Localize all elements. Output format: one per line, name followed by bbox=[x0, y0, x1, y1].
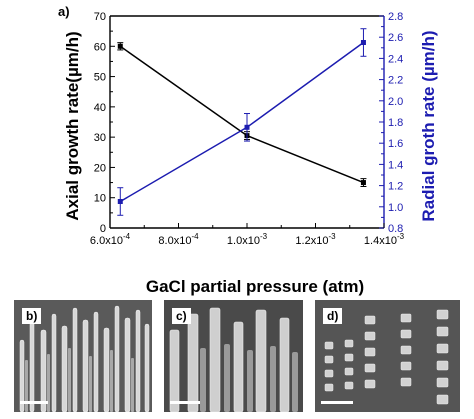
data-point bbox=[360, 180, 366, 186]
data-point bbox=[360, 40, 366, 45]
sem-image-b: b) bbox=[14, 300, 152, 412]
panel-label-b: b) bbox=[22, 308, 42, 324]
right-tick-label: 2.0 bbox=[388, 96, 403, 108]
plot-area: 0 10 20 30 40 50 60 70 0.8 1.0 1.2 1.4 1.6 1.8 2.0 2.2 2… bbox=[90, 11, 405, 247]
panel-label-c: c) bbox=[172, 308, 191, 324]
right-tick-label: 2.4 bbox=[388, 53, 403, 65]
left-tick-label: 40 bbox=[94, 102, 106, 114]
x-axis-title: GaCl partial pressure (atm) bbox=[146, 277, 364, 296]
left-tick-label: 70 bbox=[94, 11, 106, 23]
sem-image-d: d) bbox=[315, 300, 460, 412]
right-tick-label: 1.0 bbox=[388, 202, 403, 214]
right-tick-label: 1.6 bbox=[388, 138, 403, 150]
right-tick-label: 1.2 bbox=[388, 181, 403, 193]
left-tick-label: 10 bbox=[94, 193, 106, 205]
panel-label-a: a) bbox=[58, 4, 70, 19]
data-point bbox=[117, 43, 123, 49]
right-tick-label: 0.8 bbox=[388, 223, 403, 235]
x-tick-label: 1.0x10-3 bbox=[227, 232, 268, 247]
scale-bar bbox=[20, 401, 48, 404]
right-tick-label: 1.4 bbox=[388, 159, 403, 171]
left-tick-label: 0 bbox=[100, 223, 106, 235]
left-tick-label: 30 bbox=[94, 132, 106, 144]
series-line-1 bbox=[119, 45, 364, 184]
sem-image-c: c) bbox=[164, 300, 303, 412]
right-tick-label: 2.8 bbox=[388, 11, 403, 23]
data-point bbox=[117, 199, 123, 204]
x-tick-label: 1.2x10-3 bbox=[295, 232, 336, 247]
x-tick-label: 1.4x10-3 bbox=[364, 232, 405, 247]
x-tick-label: 6.0x10-4 bbox=[90, 232, 131, 247]
left-tick-label: 50 bbox=[94, 72, 106, 84]
right-tick-label: 1.8 bbox=[388, 117, 403, 129]
left-axis-title: Axial growth rate(µm/h) bbox=[63, 31, 82, 220]
scale-bar bbox=[321, 401, 353, 404]
right-tick-label: 2.2 bbox=[388, 75, 403, 87]
scale-bar bbox=[170, 401, 200, 404]
data-point bbox=[244, 124, 250, 130]
left-tick-label: 20 bbox=[94, 162, 106, 174]
chart: a) 0 10 20 30 40 50 60 70 0.8 1.0 1.2 1.4 1.6 1.8 2.0 2… bbox=[58, 4, 438, 296]
right-axis-title: Radial groth rate (µm/h) bbox=[419, 30, 438, 221]
series-line-2 bbox=[119, 41, 364, 203]
right-tick-label: 2.6 bbox=[388, 32, 403, 44]
panel-label-d: d) bbox=[323, 308, 343, 324]
x-tick-label: 8.0x10-4 bbox=[158, 232, 199, 247]
left-tick-label: 60 bbox=[94, 41, 106, 53]
